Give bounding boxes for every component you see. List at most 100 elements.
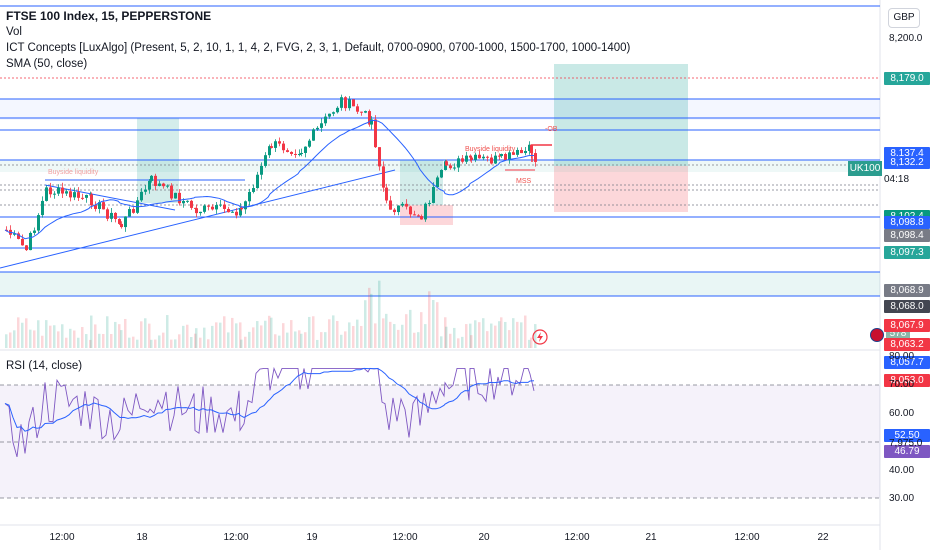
volume-bar (286, 332, 289, 348)
volume-bar (282, 323, 285, 348)
volume-bar (235, 323, 238, 348)
candle-body (162, 183, 165, 187)
candle-body (428, 202, 431, 204)
volume-bar (94, 324, 97, 348)
price-tag: 8,132.2 (884, 156, 930, 170)
candle-body (190, 200, 193, 208)
candle-body (374, 119, 377, 148)
volume-bar (508, 330, 511, 348)
candle-body (140, 191, 143, 201)
volume-bar (239, 322, 242, 348)
candle-body (445, 161, 448, 166)
legend-ict[interactable]: ICT Concepts [LuxAlgo] (Present, 5, 2, 1… (6, 42, 631, 54)
candle-body (118, 219, 121, 224)
volume-bar (457, 338, 460, 348)
volume-bar (227, 332, 230, 348)
candle-body (340, 97, 343, 108)
volume-bar (190, 337, 193, 348)
price-tag: 8,053.0 (884, 374, 930, 388)
volume-bar (178, 334, 181, 348)
volume-bar (61, 324, 64, 348)
candle-body (294, 153, 297, 155)
candle-body (270, 146, 273, 148)
price-tag: 8,067.9 (884, 319, 930, 333)
volume-bar (260, 325, 263, 348)
candle-body (440, 169, 443, 178)
long-position-target (554, 64, 688, 166)
price-axis-label: 8,200.0 (889, 33, 923, 44)
candle-body (98, 202, 101, 209)
candle-body (69, 191, 72, 198)
candle-body (120, 223, 123, 228)
candle-body (73, 192, 76, 198)
volume-bar (348, 322, 351, 348)
volume-bar (128, 337, 131, 348)
currency-button[interactable]: GBP (888, 8, 920, 28)
price-tag: 8,063.2 (884, 338, 930, 352)
volume-bar (444, 317, 447, 348)
candle-body (77, 192, 80, 198)
rsi-axis-label: 30.00 (889, 493, 915, 504)
volume-bar (382, 318, 385, 348)
candle-body (348, 99, 351, 109)
volume-bar (409, 309, 412, 348)
volume-bar (256, 321, 259, 348)
time-axis-label: 20 (478, 532, 490, 543)
candle-body (530, 144, 533, 154)
volume-bar (158, 335, 161, 348)
bar-countdown: 04:18 (884, 174, 910, 185)
volume-bar (453, 327, 456, 348)
candle-body (417, 215, 420, 217)
volume-bar (436, 302, 439, 348)
candle-body (158, 183, 161, 186)
volume-bar (524, 315, 527, 348)
candle-body (199, 211, 202, 214)
candle-body (382, 166, 385, 188)
volume-bar (389, 321, 392, 348)
candle-body (235, 211, 238, 216)
candle-body (432, 187, 435, 203)
candle-body (494, 155, 497, 164)
volume-bar (424, 324, 427, 348)
candle-body (474, 154, 477, 160)
legend-vol[interactable]: Vol (6, 26, 22, 38)
legend-sma[interactable]: SMA (50, close) (6, 58, 88, 70)
candle-body (378, 147, 381, 167)
volume-bar (470, 335, 473, 348)
candle-body (256, 174, 259, 189)
volume-bar (219, 322, 222, 348)
legend-rsi[interactable]: RSI (14, close) (6, 360, 83, 372)
volume-bar (498, 321, 501, 348)
volume-bar (248, 331, 251, 348)
candle-body (405, 203, 408, 207)
candle-body (114, 212, 117, 220)
candle-body (320, 123, 323, 128)
volume-bar (199, 337, 202, 348)
volume-bar (223, 316, 226, 348)
volume-bar (110, 333, 113, 348)
price-tag: 8,097.3 (884, 246, 930, 260)
liquidity-band-2 (0, 160, 880, 172)
volume-bar (445, 326, 448, 348)
time-axis-label: 12:00 (223, 532, 249, 543)
volume-bar (53, 325, 56, 348)
price-tag: 8,098.8 (884, 216, 930, 230)
candle-body (33, 230, 36, 233)
candle-body (215, 205, 218, 210)
candle-body (65, 191, 68, 194)
candle-body (465, 155, 468, 162)
rsi-axis-label: 60.00 (889, 407, 915, 419)
volume-bar (469, 323, 472, 348)
candle-body (368, 111, 371, 125)
candle-body (444, 161, 447, 170)
volume-bar (45, 320, 48, 348)
candle-body (512, 152, 515, 155)
volume-bar (417, 332, 420, 348)
candle-body (352, 99, 355, 107)
candle-body (186, 200, 189, 202)
volume-bar (102, 333, 105, 348)
volume-bar (85, 334, 88, 348)
candle-body (227, 208, 230, 213)
